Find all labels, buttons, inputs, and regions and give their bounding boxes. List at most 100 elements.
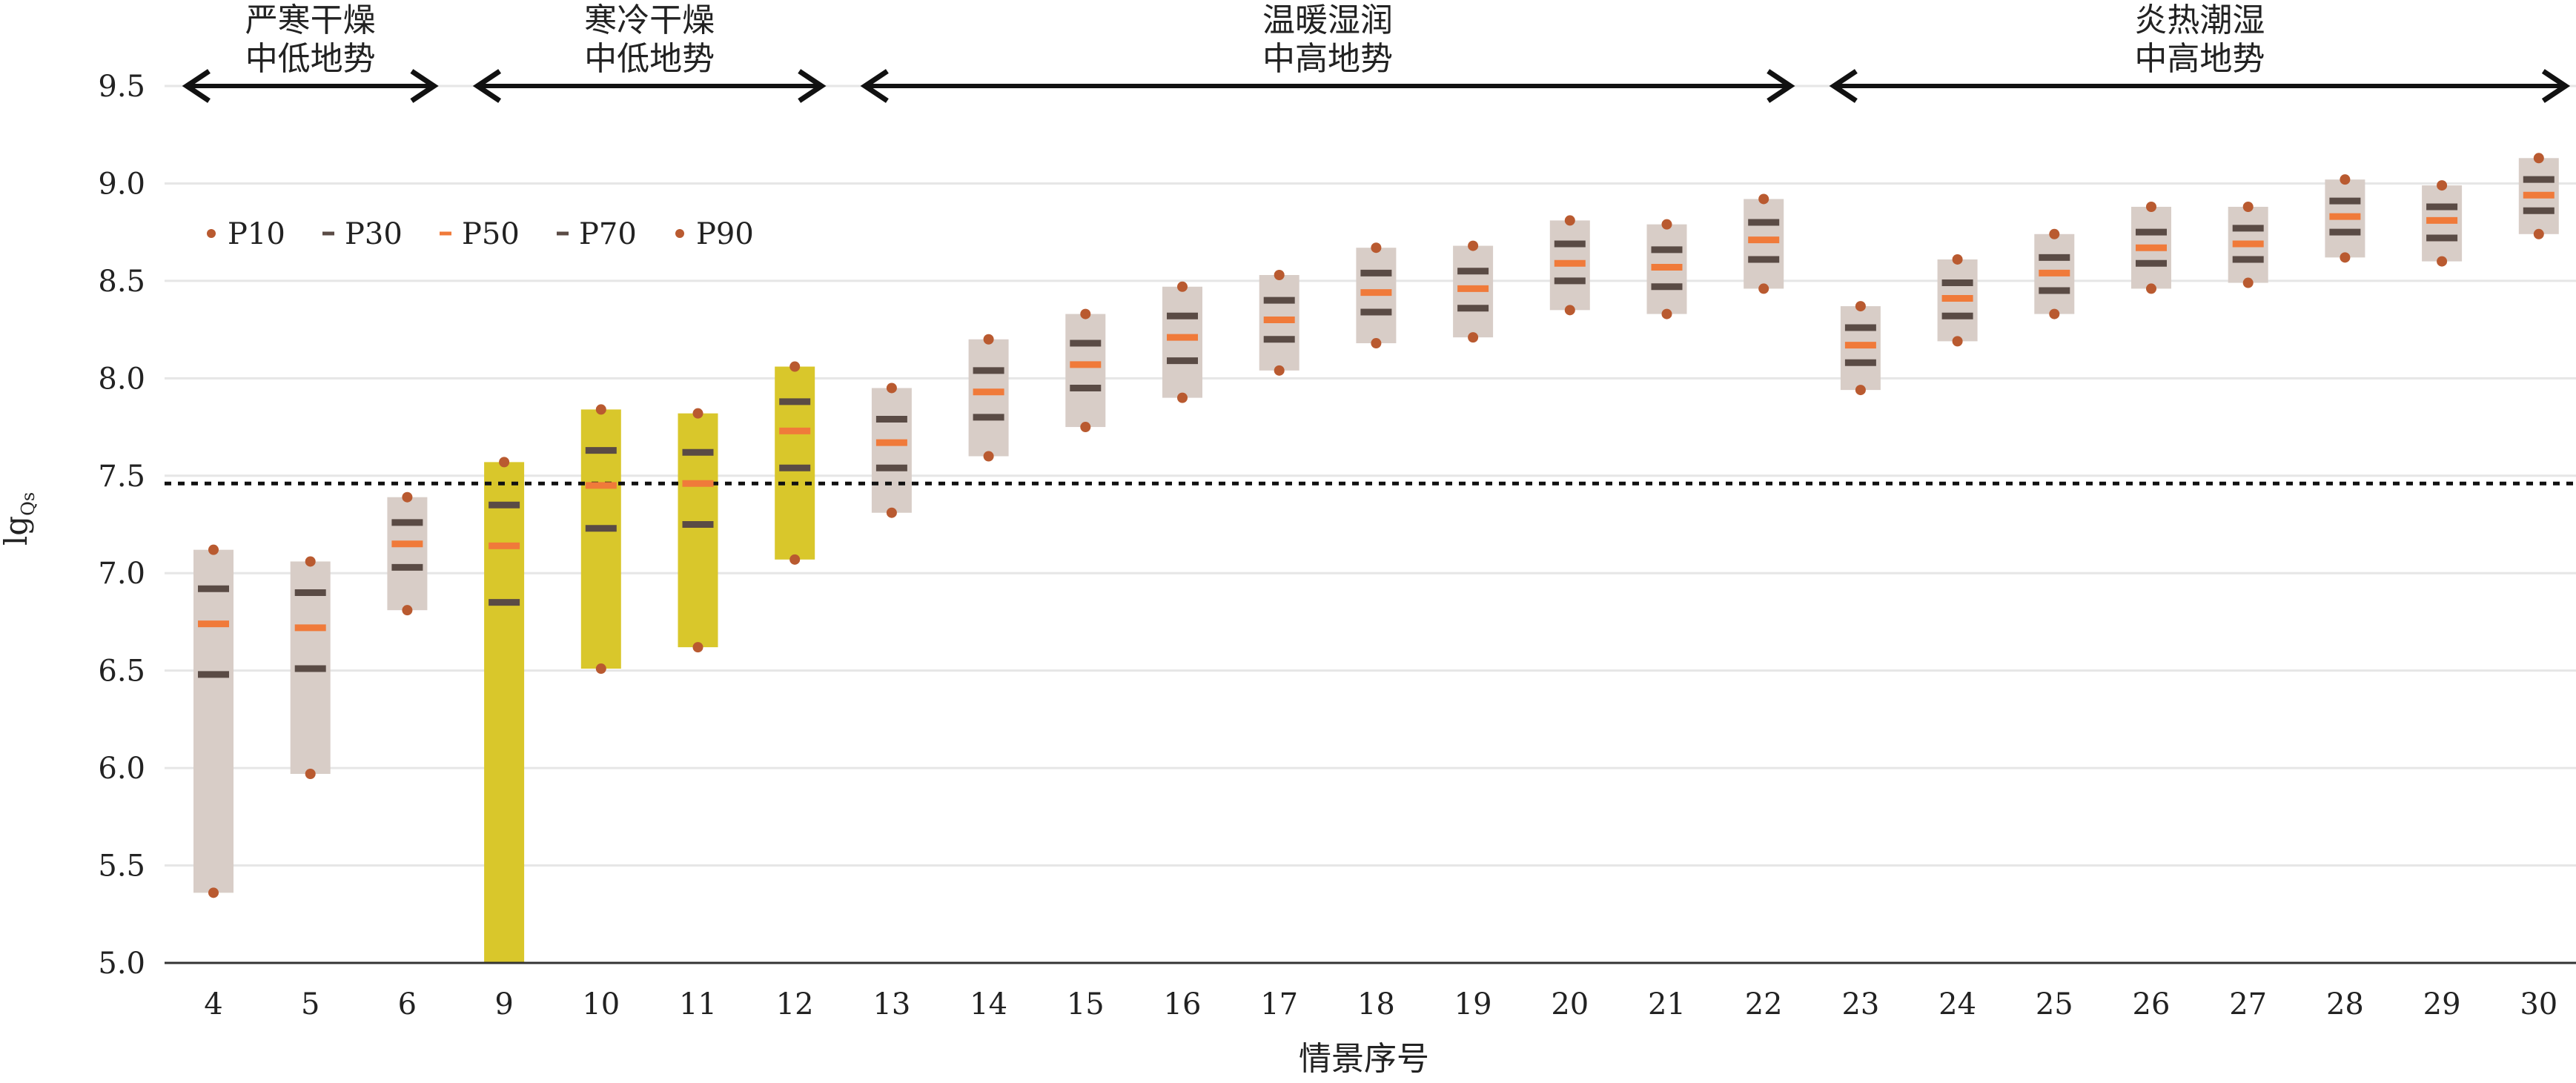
p90-dot-4 — [208, 544, 219, 555]
x-tick-label-21: 21 — [1648, 987, 1686, 1021]
p90-dot-15 — [1080, 308, 1091, 319]
arrowhead-left — [182, 69, 211, 103]
p90-dot-27 — [2242, 201, 2254, 212]
legend-marker-p10 — [207, 229, 216, 238]
legend: P10 P30 P50 P70 P90 — [207, 217, 754, 251]
y-tick-label: 9.5 — [98, 70, 145, 104]
x-tick-label-17: 17 — [1260, 987, 1298, 1021]
range-box-13 — [871, 388, 912, 513]
x-tick-label-29: 29 — [2423, 987, 2461, 1021]
y-tick-label: 6.5 — [98, 655, 145, 689]
range-box-14 — [968, 339, 1009, 457]
x-tick-label-15: 15 — [1067, 987, 1105, 1021]
legend-label-p70: P70 — [579, 217, 637, 251]
p90-dot-22 — [1758, 193, 1769, 205]
p10-dot-28 — [2340, 252, 2351, 263]
p90-dot-18 — [1371, 242, 1382, 254]
y-tick-label: 6.0 — [98, 752, 145, 786]
range-box-16 — [1162, 286, 1202, 398]
p90-dot-6 — [402, 491, 413, 503]
arrowhead-left — [472, 69, 502, 103]
p10-dot-5 — [305, 768, 316, 779]
legend-label-p30: P30 — [345, 217, 403, 251]
arrowhead-right — [410, 69, 439, 103]
arrowhead-left — [1829, 69, 1858, 103]
y-tick-label: 7.5 — [98, 460, 145, 494]
p10-dot-27 — [2242, 277, 2254, 288]
x-tick-label-25: 25 — [2036, 987, 2073, 1021]
p90-dot-26 — [2146, 201, 2156, 212]
p90-dot-19 — [1468, 240, 1479, 251]
region-label-line2: 中低地势 — [245, 40, 376, 78]
x-tick-label-6: 6 — [398, 987, 417, 1021]
p90-dot-12 — [789, 361, 801, 372]
region-label-line2: 中低地势 — [584, 40, 715, 78]
p10-dot-23 — [1855, 385, 1866, 396]
x-tick-label-13: 13 — [873, 987, 910, 1021]
p10-dot-29 — [2437, 256, 2448, 267]
grid-layer — [165, 85, 2576, 867]
p90-dot-23 — [1855, 301, 1866, 312]
p10-dot-30 — [2533, 228, 2544, 239]
p10-dot-17 — [1274, 365, 1285, 376]
range-box-22 — [1744, 199, 1784, 289]
p90-dot-16 — [1177, 281, 1188, 292]
region-label-line1: 寒冷干燥 — [584, 1, 715, 39]
x-tick-label-18: 18 — [1357, 987, 1395, 1021]
p90-dot-10 — [595, 404, 606, 415]
p10-dot-24 — [1952, 336, 1963, 347]
p10-dot-11 — [692, 642, 703, 653]
legend-label-p50: P50 — [462, 217, 520, 251]
y-tick-label: 8.5 — [98, 265, 145, 299]
box-layer — [193, 158, 2559, 963]
x-axis-label: 情景序号 — [1299, 1040, 1429, 1078]
region-label-line2: 中高地势 — [1262, 40, 1393, 78]
x-tick-label-16: 16 — [1164, 987, 1202, 1021]
p90-dot-13 — [886, 382, 897, 394]
arrowhead-right — [1767, 69, 1795, 103]
p10-dot-12 — [789, 554, 801, 565]
p90-dot-21 — [1661, 219, 1672, 230]
range-box-4 — [193, 549, 234, 893]
x-tick-label-20: 20 — [1551, 987, 1589, 1021]
legend-marker-p90 — [675, 229, 684, 238]
p90-dot-25 — [2049, 228, 2060, 239]
p90-dot-30 — [2533, 153, 2544, 164]
p10-dot-26 — [2146, 283, 2156, 294]
x-tick-label-27: 27 — [2229, 987, 2267, 1021]
p90-dot-11 — [692, 408, 703, 419]
x-tick-label-9: 9 — [494, 987, 513, 1021]
p90-dot-24 — [1952, 254, 1963, 265]
p90-dot-29 — [2437, 180, 2448, 191]
x-tick-label-30: 30 — [2520, 987, 2557, 1021]
p10-dot-25 — [2049, 308, 2060, 319]
region-label-line1: 温暖湿润 — [1262, 1, 1393, 39]
x-tick-label-4: 4 — [204, 987, 222, 1021]
legend-label-p10: P10 — [228, 217, 285, 251]
p10-dot-4 — [208, 887, 219, 898]
x-tick-label-14: 14 — [970, 987, 1007, 1021]
range-box-9 — [484, 462, 525, 963]
p90-dot-28 — [2340, 174, 2351, 185]
p10-dot-14 — [983, 451, 994, 462]
arrowhead-right — [2541, 69, 2571, 103]
x-tick-label-23: 23 — [1841, 987, 1879, 1021]
y-tick-label: 5.0 — [98, 947, 145, 981]
y-tick-label: 9.0 — [98, 167, 145, 201]
x-tick-label-10: 10 — [582, 987, 620, 1021]
range-box-6 — [387, 497, 428, 611]
arrowhead-left — [860, 69, 889, 103]
x-tick-label-24: 24 — [1938, 987, 1976, 1021]
p10-dot-18 — [1371, 338, 1382, 349]
p90-dot-14 — [983, 334, 994, 345]
p10-dot-19 — [1468, 332, 1479, 343]
y-tick-label: 7.0 — [98, 557, 145, 591]
x-tick-label-19: 19 — [1454, 987, 1492, 1021]
range-box-12 — [775, 366, 815, 560]
p90-dot-5 — [305, 556, 316, 567]
p90-dot-9 — [499, 457, 510, 468]
x-tick-label-12: 12 — [776, 987, 814, 1021]
